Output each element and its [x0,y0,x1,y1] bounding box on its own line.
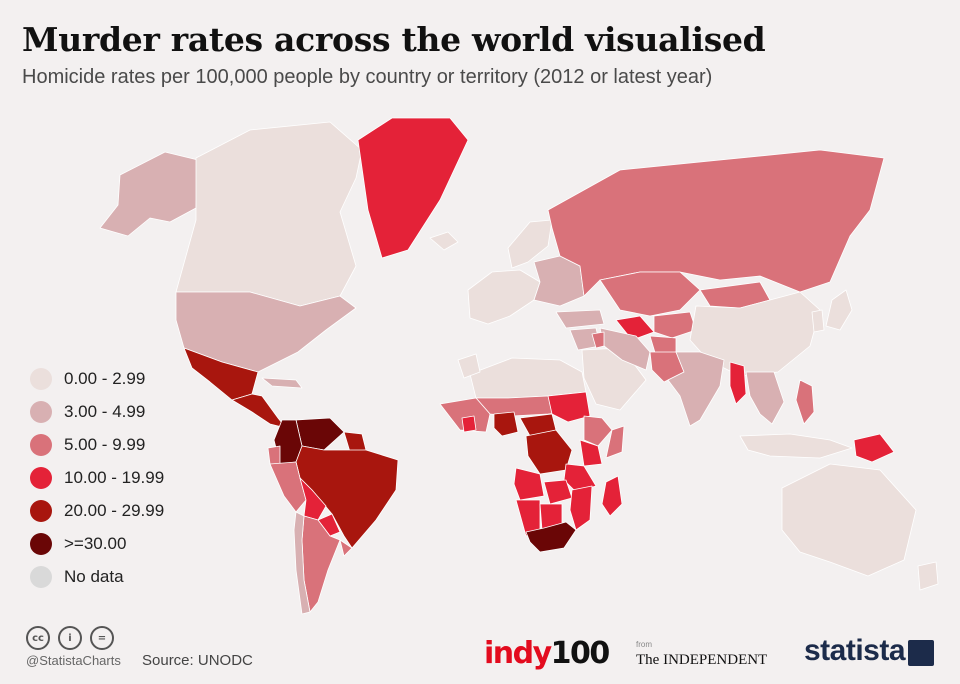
region-iraq [591,331,605,349]
region-scandinavia [507,219,553,269]
region-greenland [357,117,469,259]
legend-item: >=30.00 [30,527,164,560]
region-angola [513,467,545,501]
region-myanmar [729,361,747,405]
legend-swatch [30,532,52,555]
from-label: from [636,640,652,649]
region-ivory-coast [461,415,477,433]
region-madagascar [601,475,623,517]
legend-item: 5.00 - 9.99 [30,428,164,461]
source-note: Source: UNODC [142,652,253,669]
legend-label: 20.00 - 29.99 [64,500,165,520]
region-turkey [555,309,605,329]
region-korea [811,309,825,333]
nd-icon: = [90,626,114,650]
legend: 0.00 - 2.99 3.00 - 4.99 5.00 - 9.99 10.0… [30,362,164,593]
legend-label: No data [64,566,124,586]
region-new-zealand [917,561,939,591]
region-russia [547,149,885,297]
legend-label: 0.00 - 2.99 [64,368,146,388]
legend-item: 10.00 - 19.99 [30,461,164,494]
chart-title: Murder rates across the world visualised [22,20,766,59]
legend-item: No data [30,560,164,593]
cc-icon: cc [26,626,50,650]
region-canada [175,121,363,307]
legend-item: 0.00 - 2.99 [30,362,164,395]
region-ethiopia [583,415,613,447]
region-kazakhstan [599,271,701,317]
region-ecuador [267,445,281,465]
legend-swatch [30,466,52,489]
independent-logo: The INDEPENDENT [636,652,768,668]
region-north-africa [469,357,587,399]
region-south-africa [525,521,577,553]
region-venezuela [295,417,345,451]
legend-swatch [30,400,52,423]
license-icons: cc i = [26,626,122,650]
legend-item: 3.00 - 4.99 [30,395,164,428]
statista-logo: statista [804,634,906,667]
legend-swatch [30,433,52,456]
statista-handle: @StatistaCharts [26,653,121,668]
region-southeast-asia [745,371,785,425]
legend-label: 3.00 - 4.99 [64,401,146,421]
region-cuba [261,377,303,389]
region-indonesia [739,433,853,459]
region-philippines [795,379,815,425]
region-morocco [457,353,481,379]
region-guyana [343,431,367,453]
region-kenya [579,439,603,467]
legend-label: 10.00 - 19.99 [64,467,165,487]
region-australia [781,463,917,577]
by-icon: i [58,626,82,650]
legend-label: >=30.00 [64,533,127,553]
legend-swatch [30,499,52,522]
legend-swatch [30,367,52,390]
region-sudan [547,391,591,423]
region-west-africa [439,397,491,433]
region-united-states [175,291,357,373]
region-alaska [99,151,199,237]
region-somalia [605,425,625,459]
legend-item: 20.00 - 29.99 [30,494,164,527]
region-chile [293,511,311,615]
region-nigeria [493,411,519,437]
indy100-logo: indy100 [484,636,610,671]
world-map [99,117,939,615]
chart-subtitle: Homicide rates per 100,000 people by cou… [22,66,713,88]
region-uruguay [339,539,353,557]
legend-label: 5.00 - 9.99 [64,434,146,454]
region-japan [825,289,853,331]
region-dr-congo [525,429,573,475]
region-central-asia [653,311,697,339]
region-western-europe [467,269,541,325]
region-central-america [231,393,287,429]
statista-icon [908,640,934,666]
region-papua-new-guinea [853,433,895,463]
region-iceland [429,231,459,251]
legend-swatch [30,565,52,588]
region-india [667,351,725,427]
region-mozambique [569,485,593,531]
